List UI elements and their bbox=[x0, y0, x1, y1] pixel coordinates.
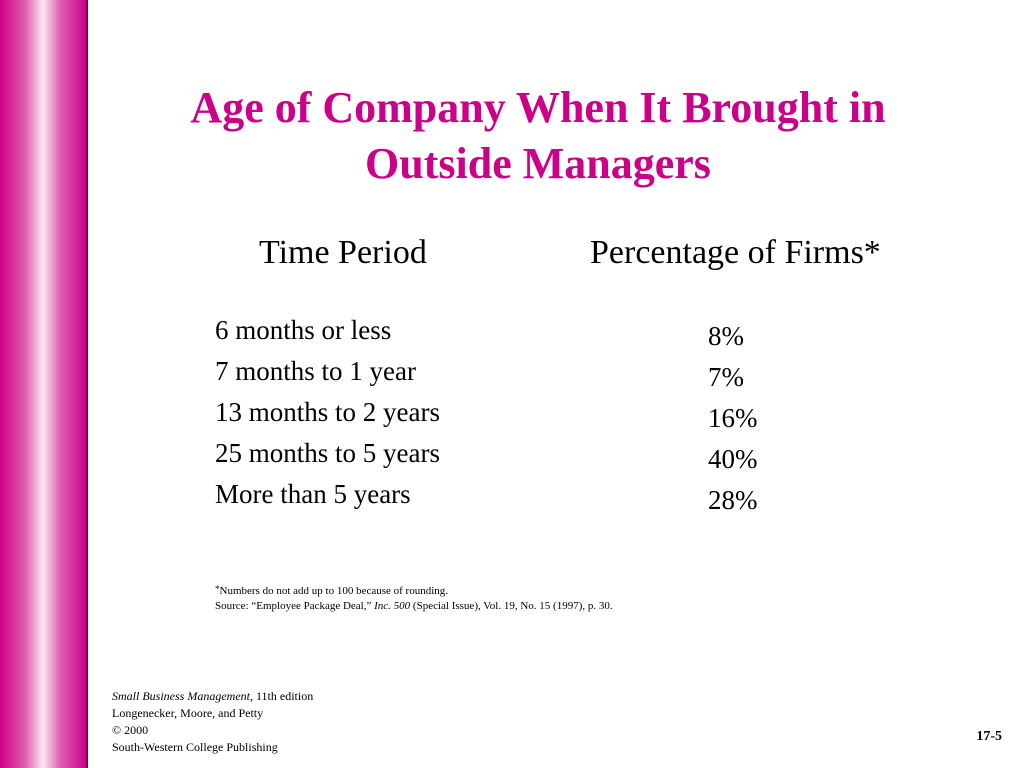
source-suffix: (Special Issue), Vol. 19, No. 15 (1997),… bbox=[410, 600, 613, 612]
book-edition: , 11th edition bbox=[249, 689, 314, 703]
book-copyright: © 2000 bbox=[112, 723, 149, 737]
decorative-side-bar bbox=[0, 0, 86, 768]
data-table: 6 months or less 8% 7 months to 1 year 7… bbox=[215, 312, 815, 517]
time-period-cell: 13 months to 2 years bbox=[215, 397, 440, 427]
percentage-cell: 28% bbox=[708, 485, 758, 515]
slide-title: Age of Company When It Brought in Outsid… bbox=[100, 80, 976, 192]
source-journal: Inc. 500 bbox=[374, 600, 411, 612]
table-row: 25 months to 5 years 40% bbox=[215, 435, 815, 476]
slide-title-line-2: Outside Managers bbox=[365, 139, 711, 188]
footnote-asterisk: * bbox=[215, 584, 220, 594]
footnote-note: *Numbers do not add up to 100 because of… bbox=[215, 584, 613, 599]
percentage-cell: 8% bbox=[708, 321, 744, 351]
footnote-source: Source: “Employee Package Deal,” Inc. 50… bbox=[215, 599, 613, 614]
percentage-cell: 7% bbox=[708, 362, 744, 392]
book-authors: Longenecker, Moore, and Petty bbox=[112, 706, 264, 720]
book-publisher: South-Western College Publishing bbox=[112, 740, 278, 754]
table-row: More than 5 years 28% bbox=[215, 476, 815, 517]
time-period-cell: 25 months to 5 years bbox=[215, 438, 440, 468]
side-bar-edge-line bbox=[86, 0, 88, 768]
table-row: 13 months to 2 years 16% bbox=[215, 394, 815, 435]
time-period-cell: 6 months or less bbox=[215, 315, 392, 345]
footnote: *Numbers do not add up to 100 because of… bbox=[215, 584, 613, 614]
percentage-cell: 40% bbox=[708, 444, 758, 474]
slide-number: 17-5 bbox=[976, 729, 1002, 744]
column-header-time-period: Time Period bbox=[259, 234, 427, 271]
footnote-note-text: Numbers do not add up to 100 because of … bbox=[219, 585, 449, 597]
source-prefix: Source: “Employee Package Deal,” bbox=[215, 600, 375, 612]
time-period-cell: 7 months to 1 year bbox=[215, 356, 416, 386]
table-row: 7 months to 1 year 7% bbox=[215, 353, 815, 394]
credits-title-line: Small Business Management, 11th edition bbox=[112, 688, 313, 705]
slide-title-line-1: Age of Company When It Brought in bbox=[190, 83, 886, 132]
time-period-cell: More than 5 years bbox=[215, 479, 411, 509]
percentage-cell: 16% bbox=[708, 403, 758, 433]
book-title: Small Business Management bbox=[112, 689, 250, 703]
table-row: 6 months or less 8% bbox=[215, 312, 815, 353]
column-header-percentage: Percentage of Firms* bbox=[590, 234, 881, 271]
book-credits: Small Business Management, 11th edition … bbox=[112, 688, 313, 756]
